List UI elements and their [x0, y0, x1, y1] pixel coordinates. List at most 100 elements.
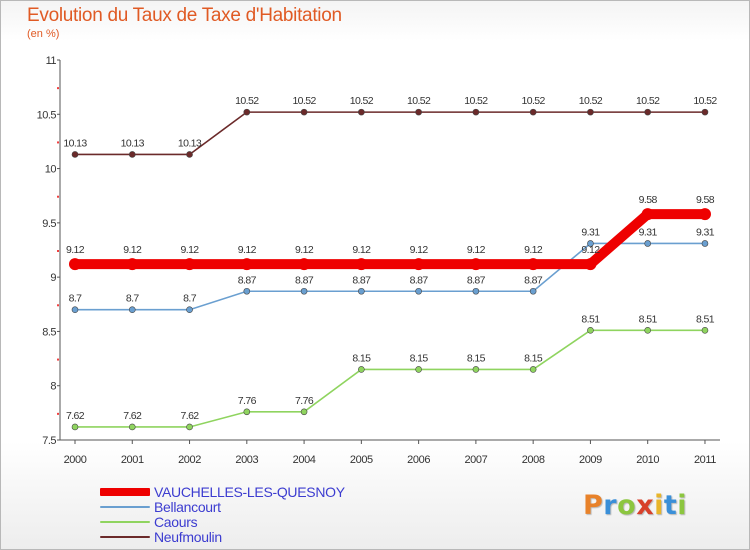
data-point-neufmoulin	[243, 108, 251, 116]
data-point-caours	[415, 366, 422, 373]
data-label-bellancourt: 8.87	[352, 274, 371, 286]
data-label-neufmoulin: 10.13	[178, 137, 202, 149]
y-tick-label: 8	[50, 381, 56, 393]
data-point-bellancourt	[71, 306, 79, 314]
data-label-vauchelles-les-quesnoy: 9.12	[352, 244, 371, 256]
data-point-neufmoulin	[529, 108, 537, 116]
data-label-vauchelles-les-quesnoy: 9.12	[66, 244, 85, 256]
data-point-vauchelles-les-quesnoy	[240, 258, 253, 271]
logo-letter: i	[654, 490, 664, 521]
series-line-bellancourt	[75, 242, 705, 311]
x-tick-label: 2002	[178, 454, 201, 466]
data-label-caours: 8.51	[639, 313, 658, 325]
data-label-caours: 7.76	[238, 395, 257, 407]
data-label-bellancourt: 8.87	[410, 274, 429, 286]
data-point-neufmoulin	[358, 108, 365, 116]
data-point-vauchelles-les-quesnoy	[355, 258, 368, 271]
data-point-neufmoulin	[644, 108, 652, 116]
data-label-bellancourt: 9.31	[639, 226, 658, 238]
data-label-vauchelles-les-quesnoy: 9.58	[639, 194, 658, 206]
logo-letter: x	[636, 490, 655, 521]
data-point-neufmoulin	[300, 108, 308, 116]
legend-item-caours: Caours	[100, 514, 345, 530]
data-label-bellancourt: 8.87	[467, 274, 486, 286]
data-point-vauchelles-les-quesnoy	[412, 258, 425, 271]
y-tick-label: 11	[46, 55, 57, 67]
legend-label: Neufmoulin	[154, 528, 222, 545]
x-tick-label: 2000	[64, 454, 87, 466]
data-label-caours: 7.62	[123, 410, 142, 422]
data-point-bellancourt	[587, 240, 594, 247]
x-tick-label: 2007	[464, 454, 487, 466]
data-label-neufmoulin: 10.13	[121, 137, 145, 149]
data-label-vauchelles-les-quesnoy: 9.12	[181, 244, 200, 256]
data-label-vauchelles-les-quesnoy: 9.12	[123, 244, 142, 256]
data-point-neufmoulin	[701, 108, 709, 116]
data-point-vauchelles-les-quesnoy	[126, 258, 139, 271]
data-point-caours	[243, 408, 251, 416]
x-tick-label: 2004	[293, 454, 316, 466]
data-point-vauchelles-les-quesnoy	[641, 208, 654, 221]
data-label-neufmoulin: 10.52	[350, 95, 374, 107]
data-point-vauchelles-les-quesnoy	[584, 258, 597, 271]
series-line-vauchelles-les-quesnoy	[70, 209, 710, 270]
data-point-vauchelles-les-quesnoy	[69, 258, 81, 271]
data-label-caours: 8.15	[410, 352, 429, 364]
legend-swatch	[100, 520, 150, 523]
data-point-bellancourt	[243, 287, 251, 295]
data-point-caours	[128, 423, 136, 431]
proxiti-logo: Proxiti	[583, 490, 687, 521]
y-tick-label: 8.5	[42, 326, 56, 338]
legend-item-bellancourt: Bellancourt	[100, 498, 345, 515]
data-point-vauchelles-les-quesnoy	[183, 258, 196, 271]
logo-letter: P	[583, 490, 604, 521]
logo-letter: o	[617, 490, 637, 521]
data-point-bellancourt	[186, 306, 193, 314]
data-point-bellancourt	[358, 287, 365, 295]
data-label-caours: 8.15	[524, 352, 543, 364]
data-label-neufmoulin: 10.52	[636, 95, 660, 107]
data-label-bellancourt: 8.87	[295, 274, 314, 286]
data-label-vauchelles-les-quesnoy: 9.12	[524, 244, 543, 256]
x-tick-label: 2008	[522, 454, 545, 466]
x-tick-label: 2003	[235, 454, 258, 466]
data-point-caours	[71, 423, 79, 431]
data-point-caours	[701, 327, 709, 334]
legend-label: Bellancourt	[154, 498, 221, 515]
legend-item-vauchelles-les-quesnoy: VAUCHELLES-LES-QUESNOY	[100, 484, 345, 500]
data-point-bellancourt	[529, 287, 537, 295]
x-tick-label: 2009	[579, 454, 602, 466]
data-point-caours	[358, 366, 365, 373]
data-label-bellancourt: 8.7	[69, 293, 83, 305]
x-tick-label: 2011	[694, 454, 716, 466]
logo-letter: i	[677, 490, 688, 521]
data-label-neufmoulin: 10.52	[522, 95, 546, 107]
data-point-neufmoulin	[128, 151, 136, 158]
data-label-vauchelles-les-quesnoy: 9.12	[410, 244, 429, 256]
data-label-neufmoulin: 10.52	[235, 95, 259, 107]
data-label-neufmoulin: 10.52	[407, 95, 431, 107]
x-tick-label: 2005	[350, 454, 373, 466]
data-point-bellancourt	[701, 240, 709, 247]
data-label-vauchelles-les-quesnoy: 9.12	[581, 244, 600, 256]
x-tick-label: 2010	[636, 454, 659, 466]
data-label-caours: 8.51	[696, 313, 715, 325]
y-tick-label: 10.5	[37, 109, 57, 121]
y-tick-label: 10	[45, 164, 57, 176]
data-label-vauchelles-les-quesnoy: 9.12	[238, 244, 257, 256]
data-label-caours: 8.15	[467, 352, 486, 364]
x-tick-label: 2001	[121, 454, 144, 466]
data-label-neufmoulin: 10.52	[693, 95, 717, 107]
logo-letter: t	[663, 490, 678, 521]
data-point-bellancourt	[472, 287, 480, 295]
data-point-caours	[529, 366, 537, 373]
data-point-neufmoulin	[472, 108, 480, 116]
legend-swatch	[100, 487, 150, 496]
data-label-bellancourt: 8.7	[183, 293, 197, 305]
series-line-neufmoulin	[75, 111, 705, 156]
data-label-caours: 7.62	[66, 410, 85, 422]
data-point-bellancourt	[128, 306, 136, 314]
data-point-caours	[644, 327, 652, 334]
data-label-neufmoulin: 10.52	[292, 95, 316, 107]
y-tick-label: 7.5	[42, 435, 56, 447]
